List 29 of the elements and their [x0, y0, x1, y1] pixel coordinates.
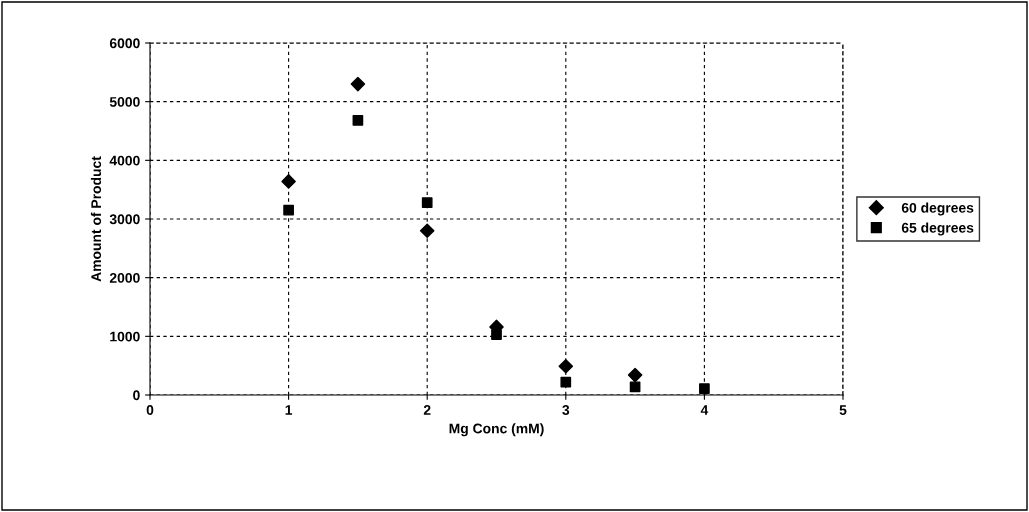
- x-tick-label: 0: [146, 405, 154, 415]
- point: [281, 174, 296, 189]
- y-tick-label: 4000: [109, 155, 140, 166]
- legend-label: 60 degrees: [901, 202, 974, 216]
- y-tick-label: 1000: [110, 331, 140, 342]
- y-tick-label: 6000: [109, 38, 140, 49]
- point: [283, 204, 294, 216]
- x-tick-label: 3: [562, 405, 570, 415]
- x-tick-label: 5: [839, 405, 847, 415]
- y-tick-label: 0: [133, 390, 140, 401]
- point: [560, 376, 572, 388]
- point: [558, 358, 574, 374]
- point: [491, 329, 502, 340]
- point: [352, 115, 364, 126]
- point: [350, 76, 366, 92]
- y-axis-title: Amount of Product: [90, 156, 102, 282]
- x-tick-label: 1: [285, 405, 293, 415]
- y-tick-label: 2000: [109, 273, 140, 283]
- y-tick-label: 3000: [109, 214, 140, 225]
- point: [421, 197, 433, 208]
- x-tick-label: 4: [700, 405, 709, 415]
- point: [419, 223, 435, 239]
- y-tick-label: 5000: [109, 97, 140, 107]
- point: [629, 381, 641, 393]
- x-axis-title: Mg Conc (mM): [449, 423, 544, 437]
- point: [699, 383, 710, 394]
- point: [627, 367, 643, 383]
- x-tick-label: 2: [423, 405, 431, 415]
- legend-label: 65 degrees: [901, 222, 974, 236]
